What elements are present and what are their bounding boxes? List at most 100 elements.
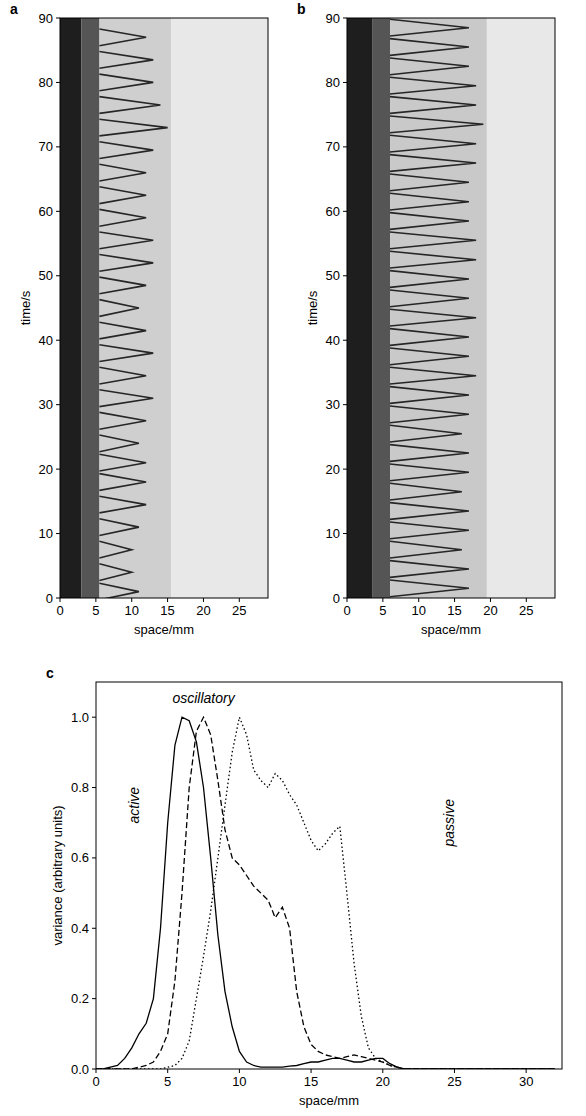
panel-c: activeoscillatorypassive0510152025300.00…	[46, 665, 562, 1108]
y-tick-label: 0.8	[71, 780, 89, 795]
wave	[99, 52, 153, 69]
y-tick-label: 90	[326, 11, 340, 26]
wave	[99, 209, 146, 226]
wave	[390, 522, 469, 539]
y-tick	[56, 340, 60, 341]
plot-area	[347, 18, 555, 598]
x-tick-label: 5	[92, 603, 99, 618]
y-tick-label: 60	[39, 204, 53, 219]
region	[390, 18, 487, 598]
plot-area	[60, 18, 268, 598]
y-tick-label: 40	[39, 333, 53, 348]
wave	[99, 277, 146, 294]
series-line	[96, 717, 555, 1069]
x-tick-label: 0	[92, 1074, 99, 1089]
wave	[390, 19, 469, 36]
wave	[390, 58, 469, 75]
wave	[99, 300, 138, 317]
wave	[99, 29, 146, 46]
wave	[99, 345, 153, 362]
y-tick-label: 1.0	[71, 710, 89, 725]
wave	[99, 435, 138, 452]
wave	[390, 541, 462, 558]
x-tick	[167, 598, 168, 602]
y-axis-title: time/s	[305, 290, 320, 325]
region	[372, 18, 390, 598]
wave	[99, 474, 146, 491]
annotation: passive	[441, 799, 457, 848]
x-tick	[167, 1069, 168, 1073]
wave	[390, 367, 476, 384]
y-tick-label: 30	[326, 397, 340, 412]
x-tick-label: 15	[160, 603, 174, 618]
x-tick	[239, 1069, 240, 1073]
y-tick-label: 0.0	[71, 1062, 89, 1077]
frame	[96, 682, 562, 1069]
wave	[99, 367, 146, 384]
wave	[390, 425, 462, 442]
x-tick-label: 25	[232, 603, 246, 618]
wave	[99, 541, 131, 558]
y-tick	[56, 598, 60, 599]
y-tick	[92, 787, 96, 788]
x-tick	[382, 598, 383, 602]
x-tick-label: 10	[232, 1074, 246, 1089]
x-tick	[526, 1069, 527, 1073]
x-tick	[95, 598, 96, 602]
x-tick-label: 5	[379, 603, 386, 618]
y-tick-label: 50	[39, 268, 53, 283]
figure: 05101520250102030405060708090space/mmtim…	[0, 0, 586, 1116]
wave	[390, 232, 476, 249]
wave	[99, 164, 146, 181]
x-tick-label: 0	[56, 603, 63, 618]
y-tick-label: 90	[39, 11, 53, 26]
y-tick-label: 0	[46, 591, 53, 606]
y-tick	[56, 82, 60, 83]
wave	[390, 290, 469, 307]
y-tick	[92, 857, 96, 858]
y-tick	[343, 211, 347, 212]
y-tick-label: 50	[326, 268, 340, 283]
panel-a: 05101520250102030405060708090space/mmtim…	[10, 1, 268, 637]
y-tick	[343, 340, 347, 341]
wave	[99, 496, 146, 513]
y-tick	[343, 146, 347, 147]
panel-label: c	[46, 665, 54, 681]
y-tick	[92, 717, 96, 718]
y-tick	[92, 1069, 96, 1070]
wave	[99, 187, 146, 204]
y-tick-label: 0.4	[71, 921, 89, 936]
wave	[99, 97, 160, 114]
annotation: oscillatory	[172, 690, 235, 706]
wave	[390, 483, 462, 500]
y-tick-label: 0.2	[71, 991, 89, 1006]
x-tick	[203, 598, 204, 602]
y-tick-label: 10	[326, 526, 340, 541]
y-tick-label: 0	[333, 591, 340, 606]
x-tick-label: 10	[124, 603, 138, 618]
wave	[99, 142, 153, 159]
y-tick	[56, 469, 60, 470]
y-tick-label: 20	[326, 462, 340, 477]
x-tick	[239, 598, 240, 602]
y-tick	[343, 469, 347, 470]
x-tick-label: 5	[164, 1074, 171, 1089]
wave	[390, 580, 469, 597]
y-tick	[56, 18, 60, 19]
x-tick-label: 15	[304, 1074, 318, 1089]
series-line	[96, 717, 555, 1069]
y-tick	[92, 998, 96, 999]
y-tick	[56, 404, 60, 405]
x-tick-label: 30	[519, 1074, 533, 1089]
y-tick	[343, 533, 347, 534]
y-tick-label: 80	[326, 75, 340, 90]
y-tick-label: 70	[39, 139, 53, 154]
wave	[390, 77, 476, 94]
x-axis-title: space/mm	[421, 622, 481, 637]
wave	[390, 251, 476, 268]
panel-b: 05101520250102030405060708090space/mmtim…	[297, 1, 555, 637]
x-tick-label: 15	[447, 603, 461, 618]
wave	[99, 322, 146, 339]
x-tick-label: 20	[483, 603, 497, 618]
y-tick	[56, 533, 60, 534]
